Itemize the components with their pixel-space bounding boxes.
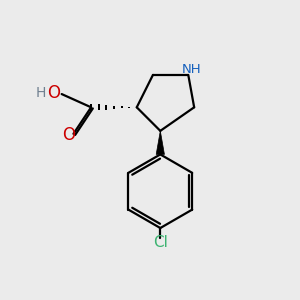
Text: H: H — [36, 85, 46, 100]
Text: O: O — [47, 84, 60, 102]
Text: Cl: Cl — [153, 235, 168, 250]
Polygon shape — [156, 131, 164, 154]
Text: O: O — [61, 126, 75, 144]
Text: NH: NH — [182, 63, 202, 76]
